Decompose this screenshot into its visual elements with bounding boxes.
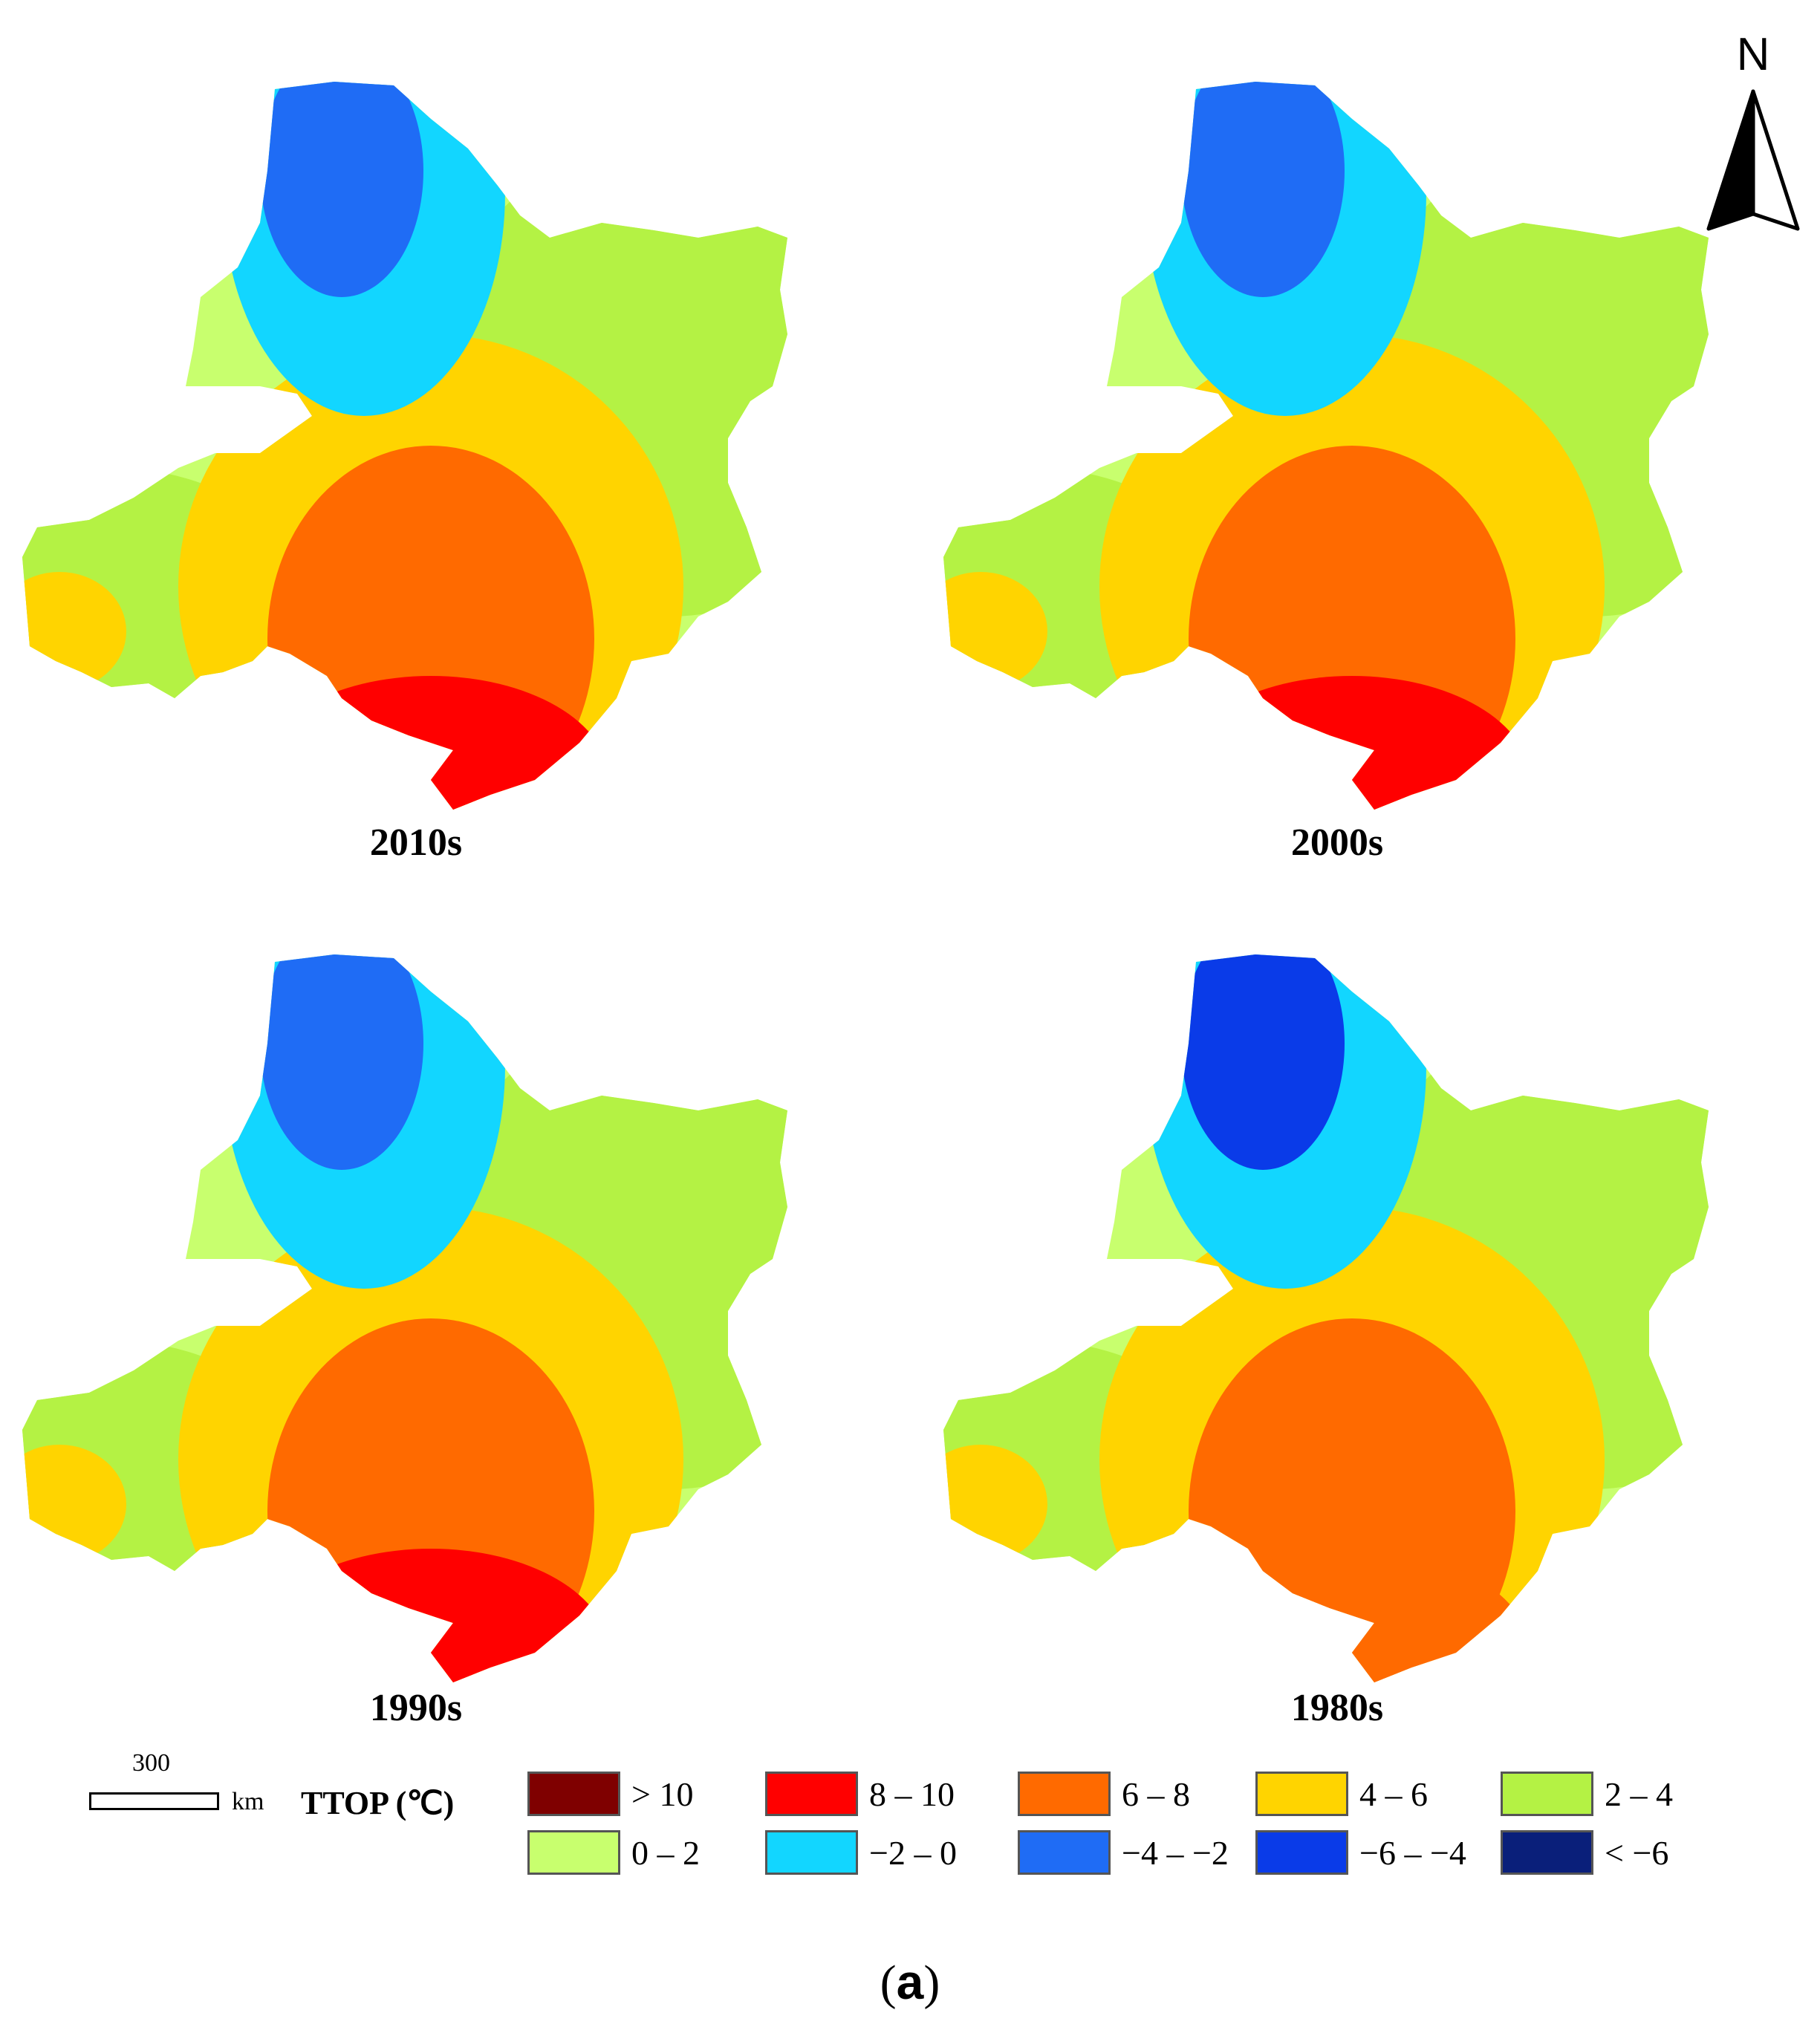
- scale-bar-unit: km: [232, 1788, 264, 1815]
- figure-caption-letter: a: [896, 1954, 924, 2009]
- scale-bar: 300 km: [89, 1749, 282, 1831]
- legend-swatch: [765, 1772, 858, 1816]
- legend-title: TTOP (℃): [301, 1785, 455, 1821]
- map-panel-2010s: [15, 67, 817, 817]
- legend-swatch: [527, 1830, 620, 1875]
- legend-swatch: [527, 1772, 620, 1816]
- ttop-map-1980s: [943, 954, 1709, 1682]
- map-panel-1990s: [15, 940, 817, 1690]
- panel-label-2000s: 2000s: [1290, 822, 1384, 864]
- legend-label: > 10: [631, 1775, 694, 1813]
- legend-swatch: [1501, 1772, 1593, 1816]
- ttop-zone: [260, 954, 423, 1170]
- ttop-zone: [260, 82, 423, 297]
- legend-swatch: [1255, 1772, 1348, 1816]
- scale-bar-rectangle: [89, 1792, 219, 1810]
- legend-label: 4 – 6: [1359, 1775, 1428, 1813]
- ttop-map-2010s: [22, 82, 787, 810]
- legend-swatch: [1255, 1830, 1348, 1875]
- legend-label: 0 – 2: [631, 1834, 700, 1872]
- ttop-map-1990s: [22, 954, 787, 1682]
- ttop-map-2000s: [943, 82, 1709, 810]
- panel-label-1990s: 1990s: [369, 1687, 463, 1729]
- map-panel-1980s: [936, 940, 1738, 1690]
- legend-label: −4 – −2: [1122, 1834, 1229, 1872]
- legend-label: 2 – 4: [1605, 1775, 1673, 1813]
- legend-label: 8 – 10: [869, 1775, 955, 1813]
- figure-caption: (a): [880, 1954, 940, 2010]
- north-arrow: N: [1701, 28, 1805, 236]
- ttop-zone: [1181, 82, 1345, 297]
- legend-swatch: [1018, 1830, 1111, 1875]
- map-panel-2000s: [936, 67, 1738, 817]
- legend-label: −6 – −4: [1359, 1834, 1466, 1872]
- legend-label: 6 – 8: [1122, 1775, 1190, 1813]
- north-label: N: [1736, 29, 1770, 80]
- panel-label-1980s: 1980s: [1290, 1687, 1384, 1729]
- legend-label: −2 – 0: [869, 1834, 957, 1872]
- scale-bar-value: 300: [132, 1749, 170, 1777]
- north-arrow-icon: [1706, 89, 1800, 231]
- legend-swatch: [1018, 1772, 1111, 1816]
- ttop-zone: [1181, 954, 1345, 1170]
- panel-label-2010s: 2010s: [369, 822, 463, 864]
- legend-label: < −6: [1605, 1834, 1669, 1872]
- legend-swatch: [765, 1830, 858, 1875]
- legend-swatch: [1501, 1830, 1593, 1875]
